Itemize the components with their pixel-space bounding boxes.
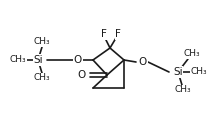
- Text: F: F: [115, 29, 121, 39]
- Text: CH₃: CH₃: [175, 86, 191, 94]
- Text: O: O: [78, 70, 86, 80]
- Text: Si: Si: [33, 55, 43, 65]
- Text: O: O: [139, 57, 147, 67]
- Text: CH₃: CH₃: [34, 73, 50, 83]
- Text: CH₃: CH₃: [191, 67, 207, 77]
- Text: F: F: [101, 29, 107, 39]
- Text: CH₃: CH₃: [34, 37, 50, 47]
- Text: CH₃: CH₃: [184, 50, 200, 59]
- Text: Si: Si: [173, 67, 183, 77]
- Text: CH₃: CH₃: [10, 56, 26, 64]
- Text: O: O: [74, 55, 82, 65]
